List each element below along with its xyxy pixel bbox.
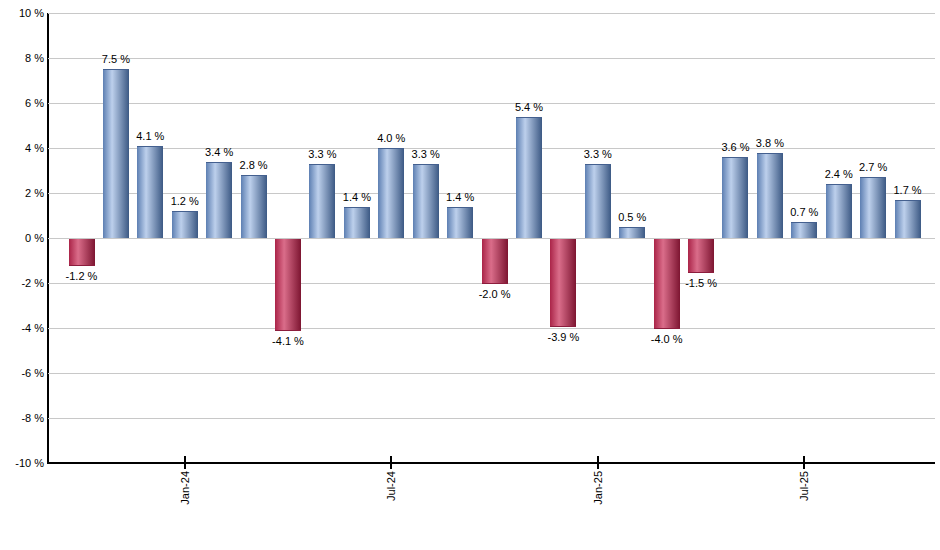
y-axis-tick-label: 10 %	[2, 6, 44, 20]
x-axis-tick	[597, 456, 599, 469]
bar-value-label: 0.5 %	[600, 210, 664, 224]
bar[interactable]	[791, 222, 817, 238]
gridline	[48, 13, 935, 14]
plot-area: -1.2 %7.5 %4.1 %1.2 %3.4 %2.8 %-4.1 %3.3…	[48, 13, 935, 463]
bar-value-label: 3.3 %	[290, 147, 354, 161]
bar[interactable]	[241, 175, 267, 238]
monthly-returns-bar-chart: 10 % 8 % 6 % 4 % 2 % 0 % -2 % -4 % -6 % -8 % -10 %…	[0, 0, 940, 550]
bar[interactable]	[722, 157, 748, 238]
y-axis-tick-label: 2 %	[2, 186, 44, 200]
bar[interactable]	[447, 207, 473, 239]
x-axis-tick	[184, 456, 186, 469]
bar-value-label: -1.2 %	[50, 269, 114, 283]
y-axis-tick-label: 8 %	[2, 51, 44, 65]
bar-value-label: 5.4 %	[497, 100, 561, 114]
y-axis-tick-label: -4 %	[2, 321, 44, 335]
bar-value-label: -4.0 %	[635, 332, 699, 346]
bar[interactable]	[344, 207, 370, 239]
bar-value-label: 7.5 %	[84, 52, 148, 66]
bar-value-label: 4.1 %	[118, 129, 182, 143]
bar[interactable]	[585, 164, 611, 238]
gridline	[48, 103, 935, 104]
y-axis-tick-label: -8 %	[2, 411, 44, 425]
bar[interactable]	[103, 69, 129, 238]
bar[interactable]	[688, 239, 714, 273]
bar[interactable]	[757, 153, 783, 239]
bar-value-label: 2.8 %	[222, 158, 286, 172]
bar[interactable]	[482, 239, 508, 284]
x-axis-tick-label: Jan-25	[591, 471, 605, 531]
x-axis-tick-label: Jul-24	[384, 471, 398, 531]
bar-value-label: -2.0 %	[463, 287, 527, 301]
bar[interactable]	[826, 184, 852, 238]
gridline	[48, 328, 935, 329]
gridline	[48, 418, 935, 419]
bar[interactable]	[69, 239, 95, 266]
x-axis-tick-label: Jul-25	[797, 471, 811, 531]
bar[interactable]	[172, 211, 198, 238]
x-axis-tick-label: Jan-24	[178, 471, 192, 531]
gridline	[48, 373, 935, 374]
y-axis-tick-label: 6 %	[2, 96, 44, 110]
gridline	[48, 148, 935, 149]
bar-value-label: 1.7 %	[876, 183, 940, 197]
y-axis-tick-label: -2 %	[2, 276, 44, 290]
bar-value-label: 1.4 %	[428, 190, 492, 204]
bar[interactable]	[137, 146, 163, 238]
y-axis-tick-label: 4 %	[2, 141, 44, 155]
y-axis-tick-label: -10 %	[2, 456, 44, 470]
bar[interactable]	[516, 117, 542, 239]
bar-value-label: 4.0 %	[359, 131, 423, 145]
bar-value-label: 3.3 %	[394, 147, 458, 161]
bar-value-label: -4.1 %	[256, 334, 320, 348]
bar-value-label: 3.8 %	[738, 136, 802, 150]
bar-value-label: -3.9 %	[531, 330, 595, 344]
bar-value-label: 3.4 %	[187, 145, 251, 159]
y-axis-tick-label: 0 %	[2, 231, 44, 245]
x-axis-tick	[390, 456, 392, 469]
bar-value-label: 2.7 %	[841, 160, 905, 174]
y-axis-tick-label: -6 %	[2, 366, 44, 380]
gridline	[48, 58, 935, 59]
bar[interactable]	[550, 239, 576, 327]
bar[interactable]	[275, 239, 301, 331]
bar-value-label: 3.3 %	[566, 147, 630, 161]
bar-value-label: -1.5 %	[669, 276, 733, 290]
bar[interactable]	[206, 162, 232, 239]
bar[interactable]	[895, 200, 921, 238]
bar[interactable]	[378, 148, 404, 238]
bar[interactable]	[619, 227, 645, 238]
x-axis-tick	[803, 456, 805, 469]
